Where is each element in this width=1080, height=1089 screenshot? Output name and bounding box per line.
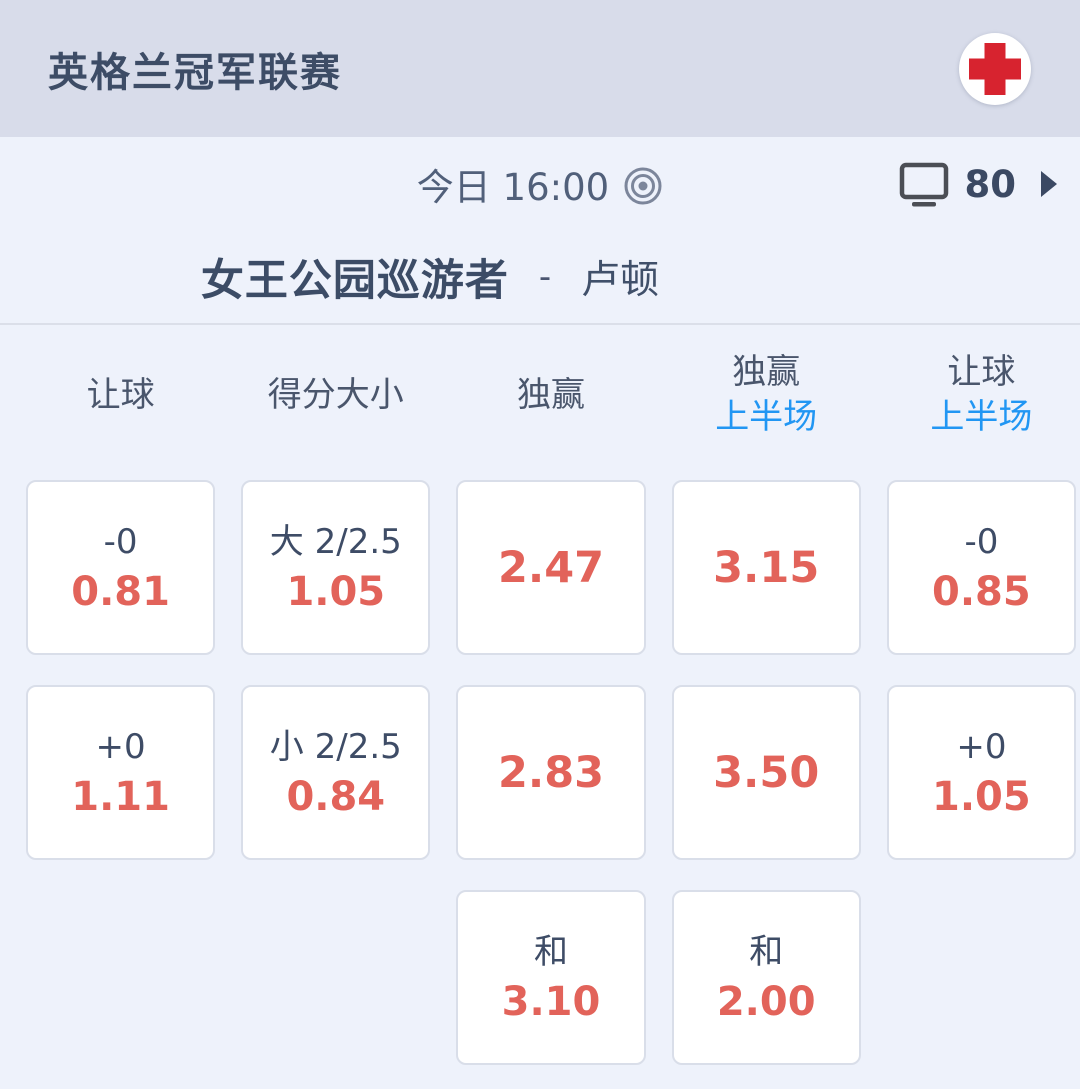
empty-cell [241,890,430,1065]
markets-section: 让球 得分大小 独赢 独赢 上半场 让球 上半场 -0 0.81 [0,325,1080,1065]
odds-card-total-under[interactable]: 小 2/2.5 0.84 [241,685,431,860]
odds-card-handicap-firsthalf-home[interactable]: -0 0.85 [886,480,1076,655]
odds-card-handicap-firsthalf-away[interactable]: +0 1.05 [886,685,1076,860]
league-header: 英格兰冠军联赛 [0,0,1080,137]
match-meta-row: 今日 16:00 80 [0,137,1080,231]
bullseye-icon [623,166,663,206]
match-time-group: 今日 16:00 [417,157,663,211]
tv-icon [899,161,949,207]
league-title: 英格兰冠军联赛 [48,49,342,96]
market-headers: 让球 得分大小 独赢 独赢 上半场 让球 上半场 [26,325,1076,465]
odds-card-win-firsthalf-home[interactable]: 3.15 [671,480,861,655]
market-header-handicap-firsthalf: 让球 上半场 [930,352,1033,437]
odds-card-handicap-away[interactable]: +0 1.11 [26,685,216,860]
stream-count: 80 [964,162,1017,206]
odds-card-handicap-home[interactable]: -0 0.81 [26,480,216,655]
market-header-total: 得分大小 [267,374,404,415]
match-title: 女王公园巡游者 - 卢顿 [0,231,1080,325]
odds-card-win-draw[interactable]: 和 3.10 [456,890,646,1065]
market-header-win-firsthalf: 独赢 上半场 [715,352,818,437]
empty-cell [887,890,1076,1065]
england-cross-icon [958,32,1032,106]
odds-card-win-firsthalf-draw[interactable]: 和 2.00 [671,890,861,1065]
chevron-right-icon [1040,170,1058,198]
odds-card-win-firsthalf-away[interactable]: 3.50 [671,685,861,860]
odds-grid: -0 0.81 大 2/2.5 1.05 2.47 3.15 -0 0.85 +… [26,480,1076,1065]
odds-card-total-over[interactable]: 大 2/2.5 1.05 [241,480,431,655]
empty-cell [26,890,215,1065]
away-team-name: 卢顿 [581,258,660,303]
stream-count-button[interactable]: 80 [899,137,1059,231]
market-header-win: 独赢 [516,374,585,415]
team-separator: - [538,257,552,297]
match-time: 今日 16:00 [416,166,610,209]
odds-card-win-away[interactable]: 2.83 [456,685,646,860]
odds-card-win-home[interactable]: 2.47 [456,480,646,655]
home-team-name: 女王公园巡游者 [200,256,509,306]
market-header-handicap: 让球 [86,374,155,415]
